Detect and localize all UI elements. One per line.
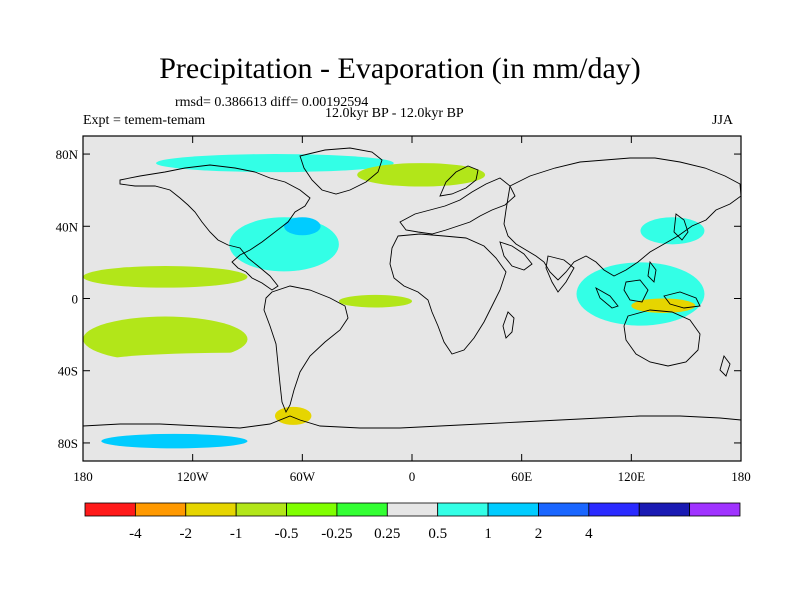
experiment-label: Expt = temem-temam	[83, 113, 206, 128]
coast-sumatra	[595, 286, 619, 309]
coast-arabia	[499, 241, 533, 271]
coast-antarctica	[83, 415, 741, 429]
coast-asia	[503, 157, 741, 281]
lat-tick-label: 80N	[56, 147, 79, 162]
lon-tick-label: 180	[73, 469, 93, 484]
lat-tick-label: 80S	[58, 436, 78, 451]
coast-new-zealand	[719, 355, 731, 377]
colorbar-box	[588, 502, 640, 517]
latitude-axis: 80N 40N 0 40S 80S	[56, 147, 741, 451]
field-region-9	[631, 298, 696, 313]
colorbar-box	[286, 502, 338, 517]
coast-philippines	[647, 260, 657, 283]
colorbar-label: 0.5	[428, 526, 447, 542]
colorbar-label: -4	[129, 526, 142, 542]
colorbar-box	[336, 502, 388, 517]
season-label: JJA	[712, 113, 734, 128]
coast-africa	[389, 233, 507, 355]
lon-tick-label: 120W	[177, 469, 210, 484]
field-region-12	[156, 154, 394, 173]
coast-india	[545, 255, 575, 293]
colorbar-label: 0.25	[374, 526, 400, 542]
coast-north-america	[119, 164, 311, 291]
lat-tick-label: 0	[72, 292, 79, 307]
field-region-10	[640, 217, 705, 245]
colorbar-box	[185, 502, 237, 517]
lon-tick-label: 60W	[290, 469, 316, 484]
colorbar-label: -1	[230, 526, 243, 542]
coast-japan	[673, 213, 689, 241]
field-region-4	[83, 316, 248, 362]
lat-tick-label: 40S	[58, 364, 78, 379]
coast-greenland	[299, 147, 383, 195]
lon-tick-label: 60E	[511, 469, 532, 484]
field-region-13	[357, 163, 486, 187]
lon-tick-label: 0	[409, 469, 416, 484]
stats-subtitle: rmsd= 0.386613 diff= 0.00192594	[175, 95, 369, 110]
colorbar-label: 2	[535, 526, 543, 542]
colorbar-label: -0.25	[321, 526, 352, 542]
lon-tick-label: 120E	[618, 469, 646, 484]
coast-australia	[623, 309, 701, 367]
colorbar-box	[386, 502, 439, 517]
colorbar: -4 -2 -1 -0.5 -0.25 0.25 0.5 1 2 4	[84, 502, 741, 542]
lat-tick-label: 40N	[56, 219, 79, 234]
longitude-axis: 180 120W 60W 0 60E 120E 180	[73, 136, 751, 484]
field-region-6	[101, 433, 248, 449]
colorbar-box	[437, 502, 489, 517]
coastlines	[83, 147, 741, 429]
lon-tick-label: 180	[731, 469, 751, 484]
coast-borneo	[623, 279, 649, 303]
coast-europe	[399, 177, 516, 235]
coast-madagascar	[502, 311, 515, 339]
colorbar-box	[487, 502, 539, 517]
coast-new-guinea	[663, 291, 701, 309]
colorbar-label: 1	[484, 526, 492, 542]
coast-south-america	[263, 285, 349, 414]
colorbar-box	[134, 502, 187, 517]
field-region-3	[338, 294, 413, 308]
field-region-5	[101, 352, 376, 371]
colorbar-box	[235, 502, 287, 517]
field-regions	[83, 154, 705, 449]
colorbar-label: -0.5	[275, 526, 299, 542]
field-region-11	[485, 271, 577, 290]
field-region-2	[83, 266, 248, 288]
colorbar-box	[84, 502, 136, 517]
colorbar-label: -2	[180, 526, 193, 542]
period-subtitle: 12.0kyr BP - 12.0kyr BP	[325, 106, 464, 121]
figure-title: Precipitation - Evaporation (in mm/day)	[159, 52, 641, 85]
colorbar-box	[538, 502, 590, 517]
field-region-1	[284, 217, 321, 236]
coast-scandinavia	[439, 165, 479, 197]
colorbar-box	[689, 502, 741, 517]
colorbar-label: 4	[585, 526, 593, 542]
colorbar-box	[638, 502, 691, 517]
